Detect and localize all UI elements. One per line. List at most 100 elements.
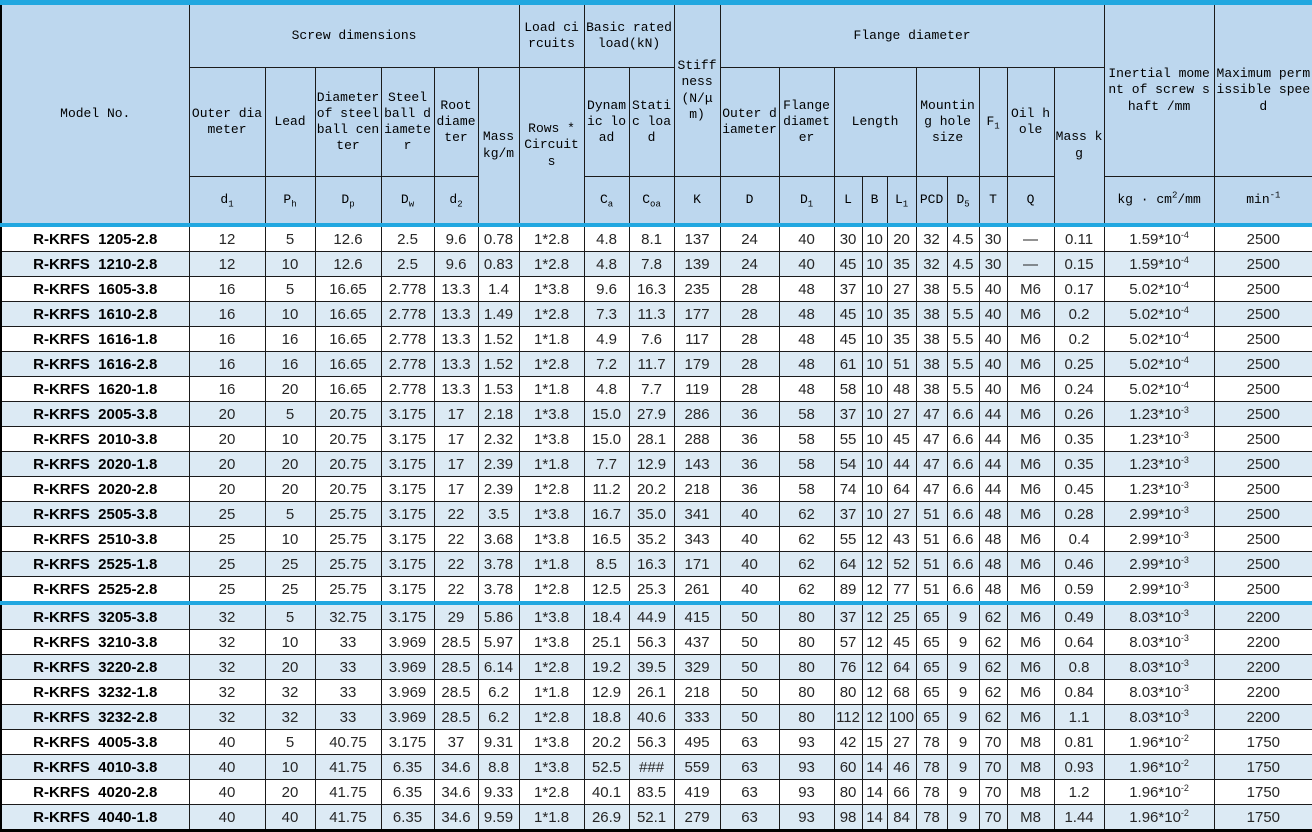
cell-Dw: 2.778 bbox=[380, 376, 435, 402]
cell-rows-circuits: 1*3.8 bbox=[518, 754, 585, 780]
cell-T: 30 bbox=[978, 251, 1008, 277]
cell-mass-kg: 0.81 bbox=[1053, 729, 1105, 755]
cell-Dp: 20.75 bbox=[314, 476, 382, 502]
cell-Ph: 5 bbox=[264, 401, 316, 427]
cell-mass-kg-m: 6.14 bbox=[477, 654, 520, 680]
cell-T: 40 bbox=[978, 351, 1008, 377]
cell-mass-kg: 0.4 bbox=[1053, 526, 1105, 552]
cell-Coa: 35.0 bbox=[628, 501, 675, 527]
cell-Dw: 2.5 bbox=[380, 223, 435, 252]
symbol-dp: Dp bbox=[314, 176, 382, 226]
cell-L: 61 bbox=[833, 351, 863, 377]
cell-L1: 27 bbox=[886, 401, 917, 427]
cell-D5: 6.6 bbox=[946, 476, 980, 502]
cell-model-no: R-KRFS 1210-2.8 bbox=[0, 251, 190, 277]
cell-Q: M8 bbox=[1006, 729, 1055, 755]
cell-mass-kg-m: 2.18 bbox=[477, 401, 520, 427]
cell-D1: 48 bbox=[778, 376, 835, 402]
cell-max-speed: 2200 bbox=[1213, 679, 1312, 705]
cell-L: 58 bbox=[833, 376, 863, 402]
table-row: R-KRFS 1616-1.8 16 16 16.65 2.778 13.3 1.52 1*1… bbox=[0, 326, 1312, 352]
cell-mass-kg-m: 1.53 bbox=[477, 376, 520, 402]
cell-d2: 9.6 bbox=[433, 223, 479, 252]
cell-Ca: 15.0 bbox=[583, 401, 630, 427]
cell-Ph: 10 bbox=[264, 754, 316, 780]
cell-Dw: 3.175 bbox=[380, 401, 435, 427]
cell-D1: 93 bbox=[778, 754, 835, 780]
cell-L1: 51 bbox=[886, 351, 917, 377]
cell-B: 14 bbox=[861, 779, 888, 805]
table-row: R-KRFS 4005-3.8 40 5 40.75 3.175 37 9.31 1*3.8 2… bbox=[0, 729, 1312, 755]
cell-Ph: 25 bbox=[264, 551, 316, 577]
cell-Ca: 4.8 bbox=[583, 251, 630, 277]
cell-L: 37 bbox=[833, 601, 863, 630]
symbol-d2: d2 bbox=[433, 176, 479, 226]
cell-D: 50 bbox=[719, 679, 780, 705]
cell-max-speed: 2500 bbox=[1213, 476, 1312, 502]
cell-Dw: 3.175 bbox=[380, 551, 435, 577]
cell-rows-circuits: 1*1.8 bbox=[518, 679, 585, 705]
cell-PCD: 47 bbox=[915, 426, 948, 452]
cell-Coa: 40.6 bbox=[628, 704, 675, 730]
cell-mass-kg: 0.45 bbox=[1053, 476, 1105, 502]
cell-L1: 52 bbox=[886, 551, 917, 577]
cell-mass-kg-m: 9.33 bbox=[477, 779, 520, 805]
cell-L: 76 bbox=[833, 654, 863, 680]
cell-D1: 58 bbox=[778, 426, 835, 452]
cell-D: 50 bbox=[719, 629, 780, 655]
cell-mass-kg-m: 3.68 bbox=[477, 526, 520, 552]
cell-PCD: 38 bbox=[915, 301, 948, 327]
cell-d2: 17 bbox=[433, 426, 479, 452]
cell-T: 44 bbox=[978, 476, 1008, 502]
cell-model-no: R-KRFS 1205-2.8 bbox=[0, 223, 190, 252]
cell-Ca: 16.7 bbox=[583, 501, 630, 527]
cell-Ca: 12.5 bbox=[583, 576, 630, 604]
cell-Coa: 83.5 bbox=[628, 779, 675, 805]
cell-Ca: 16.5 bbox=[583, 526, 630, 552]
cell-K: 341 bbox=[673, 501, 721, 527]
cell-L: 37 bbox=[833, 276, 863, 302]
cell-d2: 13.3 bbox=[433, 326, 479, 352]
cell-Q: M6 bbox=[1006, 351, 1055, 377]
cell-D: 40 bbox=[719, 576, 780, 604]
cell-Dw: 3.969 bbox=[380, 679, 435, 705]
cell-L1: 48 bbox=[886, 376, 917, 402]
cell-D: 28 bbox=[719, 376, 780, 402]
symbol-pcd: PCD bbox=[915, 176, 948, 226]
cell-Dw: 3.175 bbox=[380, 426, 435, 452]
header-static-load: Static load bbox=[628, 67, 675, 177]
cell-max-speed: 2500 bbox=[1213, 276, 1312, 302]
cell-K: 218 bbox=[673, 476, 721, 502]
cell-D: 50 bbox=[719, 704, 780, 730]
cell-B: 12 bbox=[861, 704, 888, 730]
symbol-l1: L1 bbox=[886, 176, 917, 226]
cell-model-no: R-KRFS 1605-3.8 bbox=[0, 276, 190, 302]
symbol-l: L bbox=[833, 176, 863, 226]
cell-inertia: 8.03*10-3 bbox=[1103, 601, 1215, 630]
cell-d1: 40 bbox=[188, 779, 266, 805]
cell-Ph: 32 bbox=[264, 704, 316, 730]
cell-mass-kg-m: 3.78 bbox=[477, 551, 520, 577]
cell-D: 40 bbox=[719, 501, 780, 527]
cell-inertia: 8.03*10-3 bbox=[1103, 679, 1215, 705]
cell-rows-circuits: 1*3.8 bbox=[518, 601, 585, 630]
table-row: R-KRFS 1210-2.8 12 10 12.6 2.5 9.6 0.83 1*2.8 4.… bbox=[0, 251, 1312, 277]
cell-model-no: R-KRFS 2525-1.8 bbox=[0, 551, 190, 577]
symbol-ca: Ca bbox=[583, 176, 630, 226]
cell-mass-kg-m: 0.78 bbox=[477, 223, 520, 252]
header-oil-hole: Oil hole bbox=[1006, 67, 1055, 177]
cell-L1: 64 bbox=[886, 476, 917, 502]
cell-D: 63 bbox=[719, 729, 780, 755]
symbol-b: B bbox=[861, 176, 888, 226]
cell-D: 28 bbox=[719, 301, 780, 327]
cell-Ph: 5 bbox=[264, 276, 316, 302]
cell-T: 62 bbox=[978, 629, 1008, 655]
cell-D5: 5.5 bbox=[946, 351, 980, 377]
cell-T: 70 bbox=[978, 804, 1008, 831]
cell-d2: 22 bbox=[433, 551, 479, 577]
cell-B: 10 bbox=[861, 326, 888, 352]
cell-mass-kg-m: 5.97 bbox=[477, 629, 520, 655]
cell-L: 30 bbox=[833, 223, 863, 252]
cell-Dp: 16.65 bbox=[314, 326, 382, 352]
